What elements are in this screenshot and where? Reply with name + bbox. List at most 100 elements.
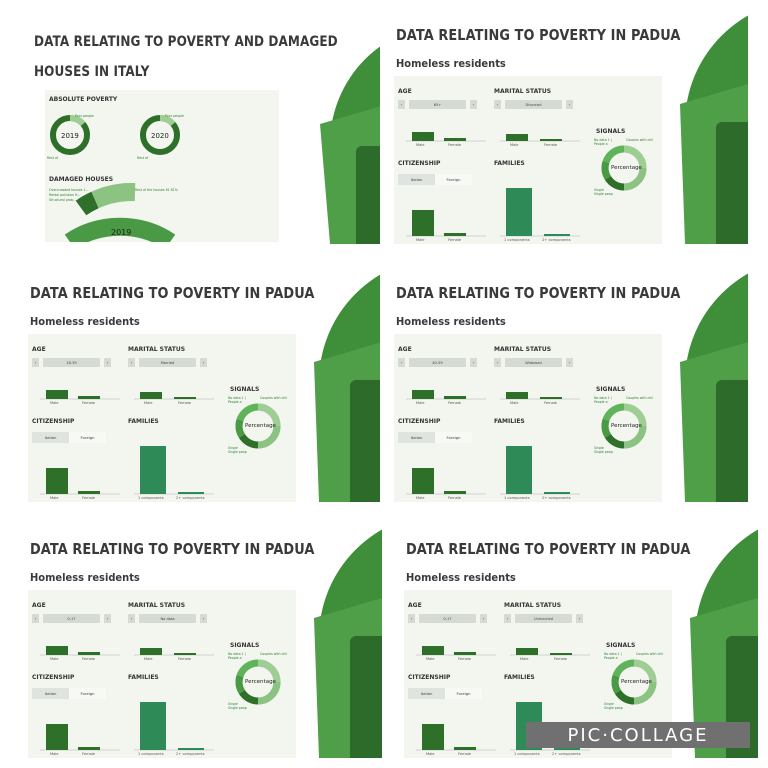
age-female-bar [78, 396, 100, 399]
mini-charts [416, 646, 657, 751]
age-select[interactable]: 65+ [409, 100, 466, 109]
couples-label: Couples with chil [260, 652, 288, 656]
marital-next-button[interactable]: › [200, 614, 207, 623]
marital-next-button[interactable]: › [566, 100, 573, 109]
age-next-button[interactable]: › [480, 614, 487, 623]
families-1-label: 1 components [138, 496, 164, 500]
families-1-label: 1 components [504, 238, 530, 242]
marital-male-label: Male [510, 143, 519, 147]
year-2019-label: 2019 [61, 132, 79, 140]
marital-select[interactable]: Unmarried [515, 614, 572, 623]
marital-prev-button[interactable]: ‹ [128, 614, 135, 623]
single-label: Single [228, 446, 238, 450]
age-select[interactable]: 18-39 [43, 358, 100, 367]
tab-foreign[interactable]: Foreign [69, 688, 106, 699]
tab-foreign[interactable]: Foreign [445, 688, 482, 699]
marital-prev-button[interactable]: ‹ [504, 614, 511, 623]
marital-male-bar [140, 392, 162, 399]
age-next-button[interactable]: › [104, 358, 111, 367]
absolute-poverty-label: ABSOLUTE POVERTY [49, 96, 118, 103]
green-circle-decoration [314, 529, 382, 758]
age-male-bar [412, 390, 434, 399]
single-label: Single [228, 702, 238, 706]
rest-of-houses-label: Rest of the houses 81 81% [135, 188, 178, 192]
tab-italian[interactable]: Italian [408, 688, 445, 699]
tab-italian[interactable]: Italian [32, 688, 69, 699]
age-prev-button[interactable]: ‹ [32, 614, 39, 623]
no-data-label: No data 1 ( [594, 396, 612, 400]
citizenship-female-bar [78, 491, 100, 494]
age-select[interactable]: 40-59 [409, 358, 466, 367]
families-label: FAMILIES [128, 674, 159, 681]
damaged-houses-label: DAMAGED HOUSES [49, 176, 114, 183]
age-select[interactable]: 0-17 [419, 614, 476, 623]
citizenship-male-label: Male [416, 496, 425, 500]
signals-label: SIGNALS [606, 642, 636, 649]
single-people-label: Single peop [594, 192, 613, 196]
people-a-label: People a [594, 400, 608, 404]
families-2-label: 2+ components [176, 752, 205, 756]
marital-select[interactable]: Married [139, 358, 196, 367]
age-next-button[interactable]: › [104, 614, 111, 623]
tile-padua-40-59: DATA RELATING TO POVERTY IN PADUA Homele… [380, 262, 748, 502]
age-prev-button[interactable]: ‹ [398, 358, 405, 367]
age-prev-button[interactable]: ‹ [32, 358, 39, 367]
citizenship-female-bar [78, 747, 100, 750]
dashboard-panel: AGE ‹ 18-39 › MARITAL STATUS ‹ Married › [28, 334, 296, 502]
signals-label: SIGNALS [230, 642, 260, 649]
age-prev-button[interactable]: ‹ [398, 100, 405, 109]
marital-female-bar [540, 139, 562, 141]
no-data-label: No data 1 ( [594, 138, 612, 142]
tab-foreign[interactable]: Foreign [69, 432, 106, 443]
marital-next-button[interactable]: › [576, 614, 583, 623]
single-people-label: Single peop [594, 450, 613, 454]
padua-title: DATA RELATING TO POVERTY IN PADUA [396, 284, 681, 302]
marital-select[interactable]: Divorced [505, 100, 562, 109]
tab-italian[interactable]: Italian [398, 174, 435, 185]
signals-label: SIGNALS [596, 386, 626, 393]
tab-italian[interactable]: Italian [32, 432, 69, 443]
marital-select[interactable]: No data [139, 614, 196, 623]
single-people-label: Single peop [228, 450, 247, 454]
age-next-button[interactable]: › [470, 100, 477, 109]
age-prev-button[interactable]: ‹ [408, 614, 415, 623]
single-label: Single [604, 702, 614, 706]
citizenship-tabs: Italian Foreign [408, 688, 482, 699]
marital-select[interactable]: Widowed [505, 358, 562, 367]
marital-male-bar [516, 648, 538, 655]
single-label: Single [594, 188, 604, 192]
mini-charts [406, 390, 647, 495]
homeless-subtitle: Homeless residents [30, 571, 140, 584]
age-next-button[interactable]: › [470, 358, 477, 367]
tab-italian[interactable]: Italian [398, 432, 435, 443]
marital-female-label: Female [178, 401, 191, 405]
citizenship-label: CITIZENSHIP [398, 160, 441, 167]
age-male-bar [422, 646, 444, 655]
green-circle-decoration [680, 273, 748, 502]
tab-foreign[interactable]: Foreign [435, 432, 472, 443]
age-male-label: Male [416, 143, 425, 147]
marital-prev-button[interactable]: ‹ [494, 358, 501, 367]
tab-foreign[interactable]: Foreign [435, 174, 472, 185]
families-2-bar [544, 234, 570, 236]
marital-next-button[interactable]: › [200, 358, 207, 367]
marital-next-button[interactable]: › [566, 358, 573, 367]
marital-male-bar [506, 392, 528, 399]
citizenship-female-label: Female [82, 752, 95, 756]
dh-label-0: Overcrowded houses 1... [49, 188, 89, 192]
poor-people-label-a: Poor people [75, 114, 94, 118]
mini-charts [40, 646, 281, 751]
marital-prev-button[interactable]: ‹ [128, 358, 135, 367]
signals-label: SIGNALS [230, 386, 260, 393]
age-select[interactable]: 0-17 [43, 614, 100, 623]
citizenship-male-bar [412, 210, 434, 236]
marital-prev-button[interactable]: ‹ [494, 100, 501, 109]
citizenship-female-label: Female [82, 496, 95, 500]
age-female-label: Female [82, 401, 95, 405]
couples-label: Couples with chil [260, 396, 288, 400]
year-2020-label: 2020 [151, 132, 169, 140]
marital-female-bar [174, 653, 196, 655]
families-label: FAMILIES [128, 418, 159, 425]
age-male-label: Male [50, 657, 59, 661]
citizenship-male-label: Male [426, 752, 435, 756]
